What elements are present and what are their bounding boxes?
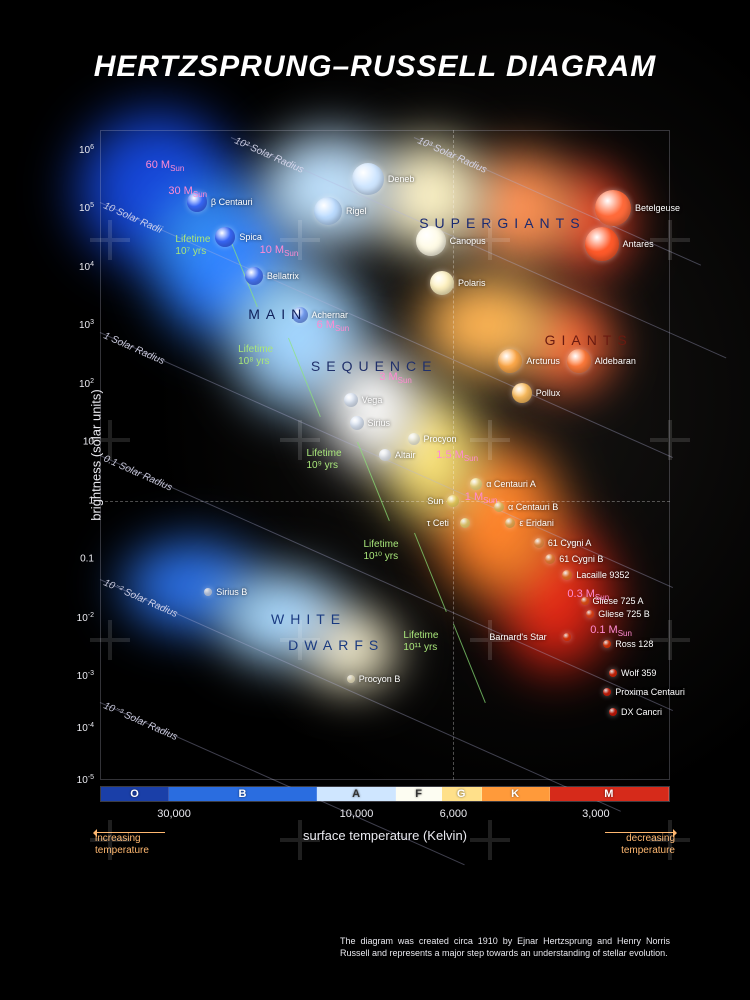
y-tick: 10-5: [77, 774, 100, 786]
temp-arrow-left: increasingtemperature: [95, 830, 165, 857]
x-axis-label: surface temperature (Kelvin): [303, 828, 467, 843]
spectral-class-F: F: [396, 787, 441, 801]
x-tick: 10,000: [340, 808, 374, 820]
spectral-class-G: G: [442, 787, 482, 801]
spectral-class-bar: OBAFGKM: [100, 786, 670, 802]
y-tick: 10-4: [77, 722, 100, 734]
y-tick: 103: [79, 319, 100, 331]
spectral-class-O: O: [101, 787, 169, 801]
y-tick: 10-3: [77, 670, 100, 682]
watermark-icon: [470, 820, 510, 860]
x-tick: 6,000: [440, 808, 468, 820]
temp-arrow-right: decreasingtemperature: [605, 830, 675, 857]
spectral-class-A: A: [317, 787, 397, 801]
y-tick: 104: [79, 260, 100, 272]
y-tick: 10-2: [77, 611, 100, 623]
spectral-class-K: K: [482, 787, 550, 801]
x-tick: 30,000: [157, 808, 191, 820]
y-tick: 102: [79, 377, 100, 389]
plot-frame: [100, 130, 670, 780]
spectral-class-B: B: [169, 787, 317, 801]
chart-title: HERTZSPRUNG–RUSSELL DIAGRAM: [0, 50, 750, 84]
y-axis-label: brightness (solar units): [88, 389, 103, 521]
y-tick: 106: [79, 143, 100, 155]
footnote: The diagram was created circa 1910 by Ej…: [340, 935, 670, 960]
spectral-class-M: M: [550, 787, 669, 801]
y-tick: 0.1: [80, 554, 100, 565]
y-tick: 105: [79, 202, 100, 214]
hr-diagram-plot: 10³ Solar Radius10² Solar Radius10 Solar…: [100, 130, 670, 780]
x-tick: 3,000: [582, 808, 610, 820]
